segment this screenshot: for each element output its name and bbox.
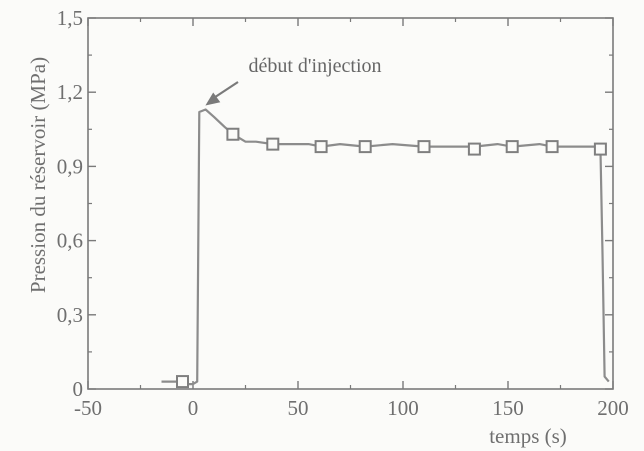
- annotation-arrow-head: [205, 92, 221, 106]
- annotation-label: début d'injection: [248, 55, 381, 77]
- data-point-marker: [545, 140, 559, 154]
- data-point-marker: [266, 137, 280, 151]
- annotations: début d'injection: [205, 55, 382, 106]
- y-tick-label: 0,9: [57, 154, 83, 178]
- y-tick-label: 0,3: [57, 303, 83, 327]
- x-tick-label: 200: [597, 396, 629, 420]
- series: [161, 108, 610, 389]
- y-tick-label: 1,2: [57, 80, 83, 104]
- x-tick-label: 150: [492, 396, 524, 420]
- data-point-marker: [314, 140, 328, 154]
- data-point-marker: [176, 375, 189, 389]
- data-point-marker: [417, 140, 431, 154]
- y-tick-label: 0: [73, 377, 84, 401]
- y-tick-label: 0,6: [57, 229, 83, 253]
- data-point-marker: [593, 142, 607, 156]
- series-line: [161, 108, 610, 386]
- x-axis-title: temps (s): [489, 424, 567, 448]
- data-point-marker: [226, 127, 240, 141]
- data-point-marker: [358, 140, 372, 154]
- x-tick-label: -50: [74, 396, 102, 420]
- y-axis-title: Pression du réservoir (MPa): [26, 57, 50, 293]
- x-tick-label: 100: [387, 396, 419, 420]
- data-point-marker: [467, 142, 481, 156]
- x-tick-label: 0: [188, 396, 199, 420]
- data-point-marker: [505, 140, 519, 154]
- x-tick-label: 50: [288, 396, 309, 420]
- y-tick-label: 1,5: [57, 6, 83, 30]
